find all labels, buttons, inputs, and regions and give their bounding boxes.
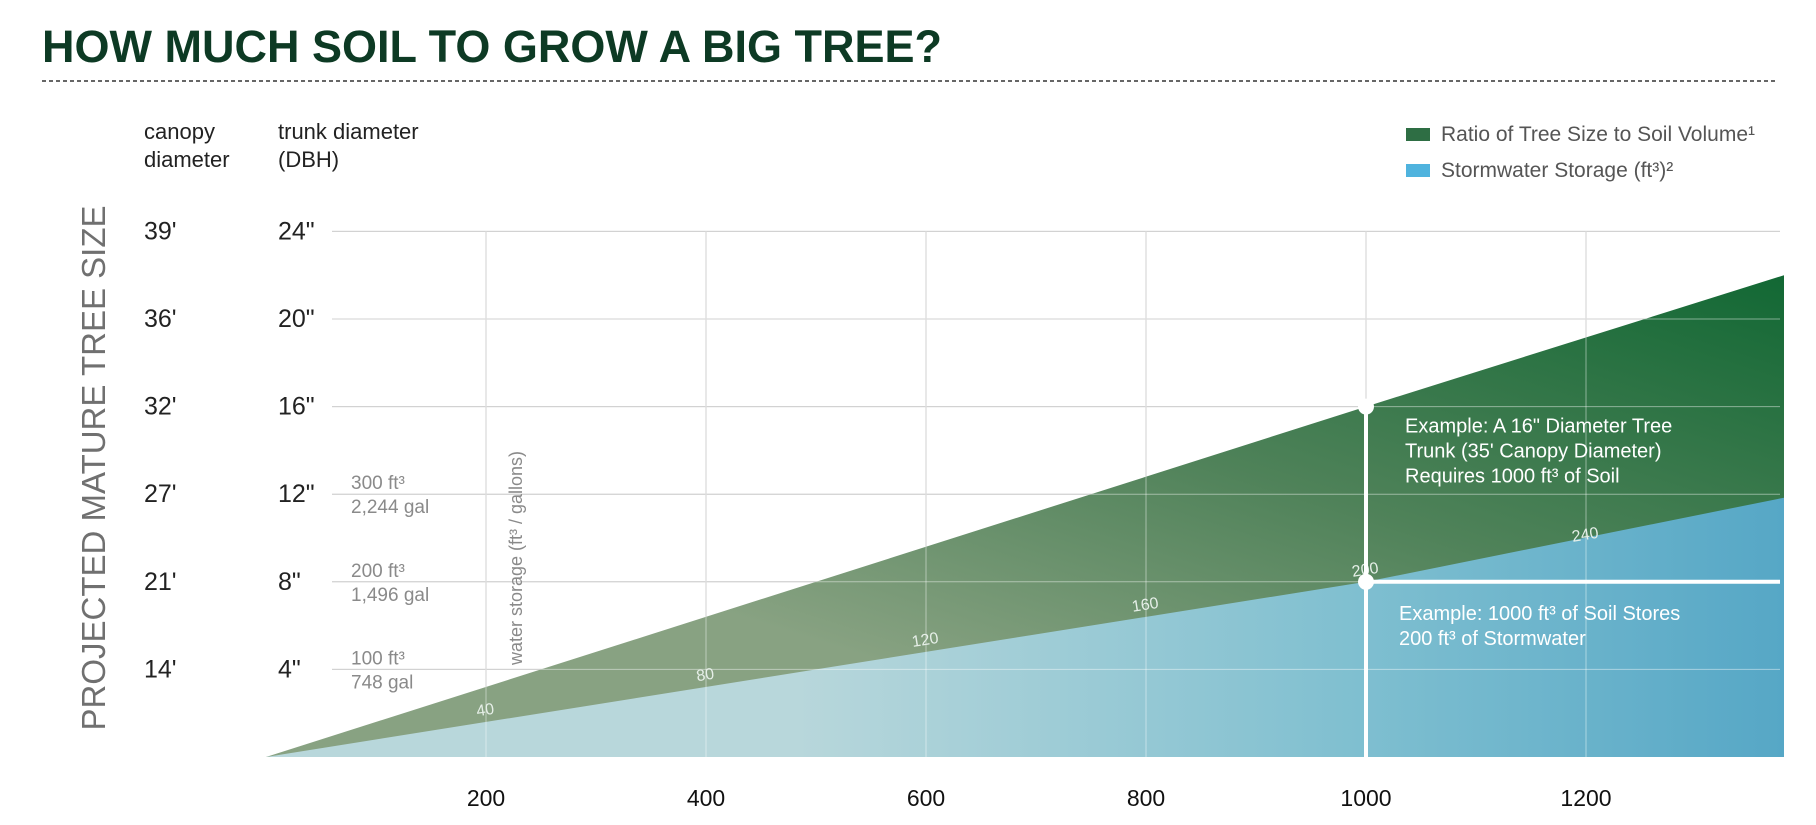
y-axis-label: PROJECTED MATURE TREE SIZE (75, 205, 112, 730)
storage-value-label: 40 (475, 701, 495, 721)
annotations-layer: 4080120160200240Example: A 16" Diameter … (266, 230, 1780, 757)
storage-tick-label: 300 ft³ (351, 473, 405, 494)
storage-tick-label: 2,244 gal (351, 497, 429, 518)
canopy-tick-label: 32' (144, 393, 177, 421)
x-tick-label: 400 (687, 785, 725, 811)
trunk-tick-label: 8" (278, 568, 301, 596)
storage-tick-label: 100 ft³ (351, 648, 405, 669)
storage-tick-label: 1,496 gal (351, 585, 429, 606)
storage-axis-label: water storage (ft³ / gallons) (506, 451, 526, 666)
canopy-tick-label: 27' (144, 480, 177, 508)
legend-label: Stormwater Storage (ft³)² (1441, 159, 1673, 182)
trunk-tick-label: 4" (278, 655, 301, 683)
trunk-tick-label: 24" (278, 217, 315, 245)
x-tick-label: 200 (467, 785, 505, 811)
storage-value-label: 240 (1571, 525, 1600, 546)
annotation-stormwater-example-line: 200 ft³ of Stormwater (1399, 628, 1586, 650)
example-marker-tree (1358, 398, 1374, 415)
canopy-tick-label: 21' (144, 568, 177, 596)
canopy-tick-label: 14' (144, 655, 177, 683)
chart-title: HOW MUCH SOIL TO GROW A BIG TREE? (42, 21, 942, 72)
annotation-tree-example-line: Trunk (35' Canopy Diameter) (1405, 441, 1662, 463)
trunk-tick-label: 12" (278, 480, 315, 508)
example-marker-storage (1358, 573, 1374, 590)
axis-labels: 39' 24" 36' 20" 32' 16" 27' 12" 21' 8" 14' 4" water … (144, 217, 1612, 811)
storage-tick-label: 200 ft³ (351, 561, 405, 582)
x-tick-label: 800 (1127, 785, 1165, 811)
storage-value-label: 80 (695, 666, 715, 686)
canopy-axis-header-line2: diameter (144, 147, 230, 172)
legend-label: Ratio of Tree Size to Soil Volume¹ (1441, 123, 1755, 146)
storage-value-label: 160 (1131, 595, 1160, 616)
annotation-tree-example-line: Example: A 16" Diameter Tree (1405, 416, 1672, 438)
legend-swatch (1406, 164, 1430, 177)
trunk-axis-header-line1: trunk diameter (278, 119, 419, 144)
trunk-axis-header-line2: (DBH) (278, 147, 339, 172)
canopy-axis-header-line1: canopy (144, 119, 215, 144)
x-tick-label: 600 (907, 785, 945, 811)
canopy-tick-label: 36' (144, 305, 177, 333)
trunk-tick-label: 16" (278, 393, 315, 421)
series-area-stormwater (266, 497, 1784, 757)
x-tick-label: 1200 (1560, 785, 1611, 811)
storage-tick-label: 748 gal (351, 672, 413, 693)
legend: Ratio of Tree Size to Soil Volume¹ Stormw… (1406, 123, 1755, 182)
annotation-stormwater-example-line: Example: 1000 ft³ of Soil Stores (1399, 603, 1680, 625)
x-tick-label: 1000 (1340, 785, 1391, 811)
annotation-tree-example-line: Requires 1000 ft³ of Soil (1405, 466, 1620, 488)
legend-swatch (1406, 128, 1430, 141)
storage-value-label: 120 (911, 630, 940, 651)
trunk-tick-label: 20" (278, 305, 315, 333)
canopy-tick-label: 39' (144, 217, 177, 245)
area-series (266, 275, 1784, 757)
